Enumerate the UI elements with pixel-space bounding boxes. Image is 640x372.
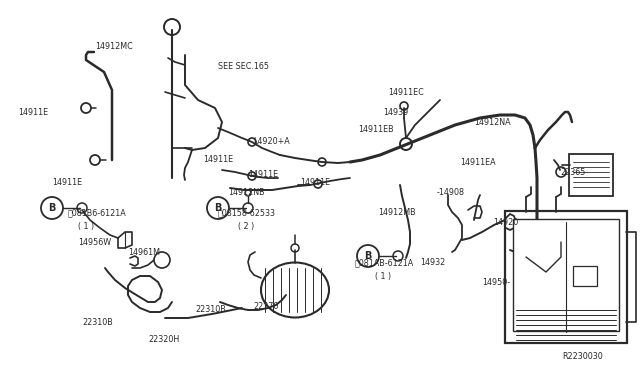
Text: Ⓑ081B6-6121A: Ⓑ081B6-6121A xyxy=(68,208,127,217)
Text: ( 1 ): ( 1 ) xyxy=(78,222,94,231)
Text: 14912MC: 14912MC xyxy=(95,42,132,51)
FancyBboxPatch shape xyxy=(573,266,597,286)
Text: 14911EA: 14911EA xyxy=(460,158,495,167)
Text: L4920+A: L4920+A xyxy=(253,137,290,146)
Text: 14911E: 14911E xyxy=(300,178,330,187)
Text: 14911EB: 14911EB xyxy=(358,125,394,134)
Text: B: B xyxy=(214,203,221,213)
Text: 14920: 14920 xyxy=(493,218,518,227)
Text: 14939: 14939 xyxy=(383,108,408,117)
Text: SEE SEC.165: SEE SEC.165 xyxy=(218,62,269,71)
Text: Ⓑ08158-62533: Ⓑ08158-62533 xyxy=(218,208,276,217)
Text: 14956W: 14956W xyxy=(78,238,111,247)
Text: 14932: 14932 xyxy=(420,258,445,267)
FancyBboxPatch shape xyxy=(505,211,627,343)
Text: B: B xyxy=(364,251,372,261)
Text: Ⓑ081AB-6121A: Ⓑ081AB-6121A xyxy=(355,258,414,267)
Text: 22310B: 22310B xyxy=(82,318,113,327)
Text: 22320H: 22320H xyxy=(148,335,179,344)
Text: 14912NA: 14912NA xyxy=(474,118,511,127)
Text: 22365: 22365 xyxy=(560,168,586,177)
Ellipse shape xyxy=(261,263,329,317)
Text: R2230030: R2230030 xyxy=(562,352,603,361)
Text: 14911E: 14911E xyxy=(203,155,233,164)
Text: 14911EC: 14911EC xyxy=(388,88,424,97)
Text: 14911E: 14911E xyxy=(18,108,48,117)
Text: -14908: -14908 xyxy=(437,188,465,197)
FancyBboxPatch shape xyxy=(513,219,619,331)
Text: ( 2 ): ( 2 ) xyxy=(238,222,254,231)
Text: 22370: 22370 xyxy=(253,302,278,311)
Text: 14912MB: 14912MB xyxy=(378,208,415,217)
FancyBboxPatch shape xyxy=(569,154,613,196)
Text: 22310B: 22310B xyxy=(195,305,226,314)
Text: ( 1 ): ( 1 ) xyxy=(375,272,391,281)
Text: 14911E: 14911E xyxy=(52,178,82,187)
Text: 14950-: 14950- xyxy=(482,278,510,287)
Text: B: B xyxy=(48,203,56,213)
Text: 14911E: 14911E xyxy=(248,170,278,179)
Text: 14961M: 14961M xyxy=(128,248,160,257)
Text: 14912NB: 14912NB xyxy=(228,188,264,197)
